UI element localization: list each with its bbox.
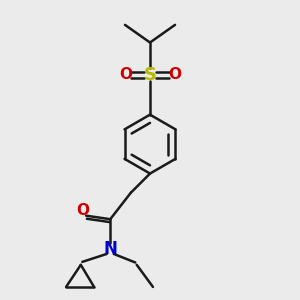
Text: O: O xyxy=(119,68,132,82)
Text: S: S xyxy=(143,66,157,84)
Text: N: N xyxy=(103,240,117,258)
Text: O: O xyxy=(76,203,89,218)
Text: O: O xyxy=(168,68,181,82)
